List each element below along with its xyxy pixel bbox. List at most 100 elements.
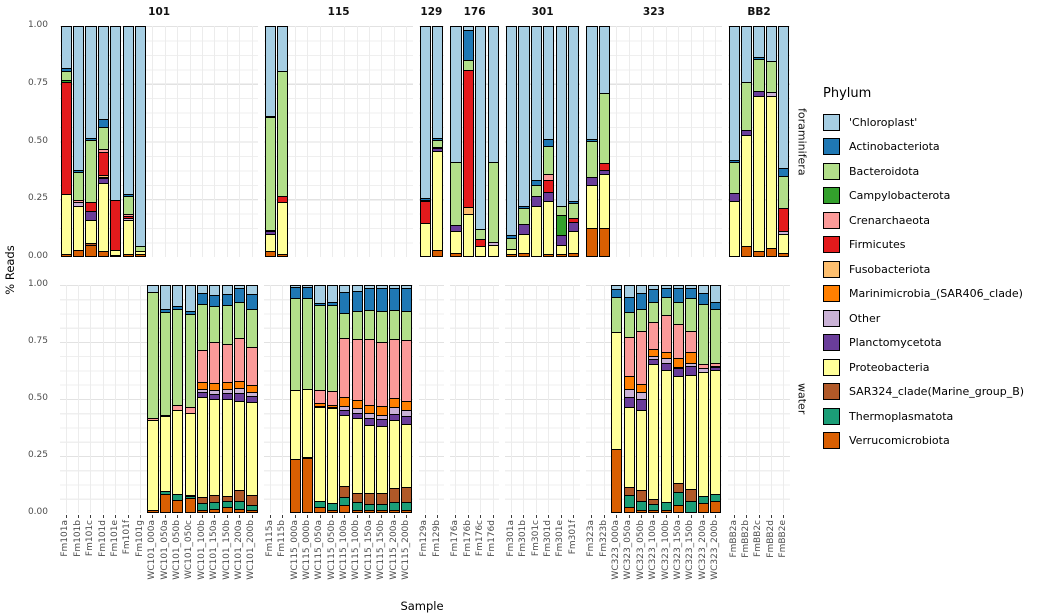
stacked-bar-WC115_200b — [401, 285, 413, 513]
x-label-slot-Fm301c: Fm301c — [530, 515, 542, 601]
bar-segment--chloroplast- — [779, 27, 789, 168]
bar-segment-verrucomicrobiota — [377, 509, 387, 512]
bar-segment-bacteroidota — [235, 301, 245, 338]
bar-segment-planctomycetota — [247, 395, 257, 403]
x-label-slot-Fm323a: Fm323a — [586, 515, 598, 601]
legend-label: Planctomycetota — [849, 336, 942, 350]
bar-segment-verrucomicrobiota — [61, 253, 71, 256]
bar-segment-proteobacteria — [365, 424, 375, 493]
x-tick-label: WC101_050b — [171, 520, 182, 580]
bar-segment-campylobacterota — [556, 214, 566, 236]
bar-segment-verrucomicrobiota — [160, 493, 170, 512]
stacked-bar-FmBB2b — [741, 26, 753, 257]
bar-segment-verrucomicrobiota — [649, 509, 659, 512]
stacked-bar-WC115_000b — [302, 285, 314, 513]
sample-slot-WC101_050b — [172, 285, 184, 513]
bar-segment-proteobacteria — [729, 201, 739, 256]
bar-segment-actinobacteriota — [290, 287, 300, 299]
x-label-slot-WC115_000b: WC115_000b — [301, 515, 313, 601]
bar-segment-other — [315, 405, 325, 407]
x-label-slot-Fm101e: Fm101e — [110, 515, 122, 601]
bar-segment-verrucomicrobiota — [265, 251, 276, 256]
legend-label: Campylobacterota — [849, 189, 951, 203]
sample-slot-WC323_150a — [672, 285, 685, 513]
stacked-bar-Fm176b — [462, 26, 474, 257]
bar-segment-marinimicrobia-sar406-clade- — [235, 380, 245, 388]
bar-segment-other — [235, 387, 245, 394]
sample-slot-WC323_100a — [648, 26, 660, 257]
bar-segment-sar324-clade-marine-group-b- — [674, 482, 684, 492]
stacked-bar-WC101_050a — [159, 285, 171, 513]
y-tick-label: 0.75 — [27, 336, 48, 346]
bar-segment-verrucomicrobiota — [636, 509, 647, 512]
bar-segment-fusobacteriota — [463, 206, 473, 214]
sample-slot-WC115_050b — [326, 285, 339, 513]
bar-segment-actinobacteriota — [544, 139, 554, 147]
bar-segment-bacteroidota — [624, 311, 634, 337]
bar-segment-other — [210, 389, 220, 395]
x-tick-label: FmBB2c — [753, 520, 764, 557]
x-tick-label: WC115_100a — [339, 520, 350, 580]
x-label-slot-Fm301f: Fm301f — [567, 515, 579, 601]
bar-segment-proteobacteria — [290, 389, 300, 459]
x-tick-label: WC101_200b — [246, 520, 257, 580]
stacked-bar-WC101_050b — [172, 285, 184, 513]
sample-slot-WC323_200b — [710, 285, 722, 513]
bar-segment-bacteroidota — [556, 205, 566, 215]
panel-176-water — [449, 285, 500, 513]
bar-segment-thermoplasmatota — [173, 493, 183, 500]
x-axis-title: Sample — [400, 599, 444, 613]
bar-segment-bacteroidota — [327, 305, 338, 392]
sample-slot-WC115_200b — [401, 26, 413, 257]
bar-segment-proteobacteria — [420, 222, 430, 256]
bar-segment-verrucomicrobiota — [278, 253, 288, 256]
bar-segment-crenarchaeota — [544, 173, 554, 181]
stacked-bar-WC101_000a — [147, 285, 159, 513]
bar-segment--chloroplast- — [711, 286, 721, 302]
bar-segment-marinimicrobia-sar406-clade- — [352, 400, 362, 409]
x-label-slot-Fm129b: Fm129b — [431, 515, 443, 601]
facet-strip-row: 101 115 129 176 301 323 BB2 — [0, 2, 800, 22]
x-label-slot-WC323_100a: WC323_100a — [648, 515, 660, 601]
x-tick-mark — [152, 515, 154, 518]
bar-segment--chloroplast- — [587, 27, 597, 140]
bar-segment-other — [340, 405, 350, 411]
sample-slot-Fm323a — [586, 285, 598, 513]
bar-segment-planctomycetota — [402, 415, 412, 424]
bar-segment-marinimicrobia-sar406-clade- — [210, 383, 220, 390]
bar-segment-bacteroidota — [636, 308, 647, 332]
bar-segment-sar324-clade-marine-group-b- — [402, 487, 412, 502]
bar-segment-marinimicrobia-sar406-clade- — [661, 351, 671, 359]
bar-segment-sar324-clade-marine-group-b- — [197, 497, 208, 503]
bar-segment-bacteroidota — [61, 70, 71, 80]
bar-segment-verrucomicrobiota — [661, 509, 671, 512]
x-label-slot-Fm101g: Fm101g — [134, 515, 146, 601]
bar-segment-crenarchaeota — [389, 339, 399, 398]
x-tick-label: Fm101d — [97, 520, 108, 557]
x-tick-mark — [90, 515, 92, 518]
bar-segment-crenarchaeota — [686, 331, 696, 352]
legend-item: Firmicutes — [823, 233, 1035, 258]
legend-label: 'Chloroplast' — [849, 115, 918, 129]
bar-segment-proteobacteria — [327, 407, 338, 503]
bar-segment-verrucomicrobiota — [173, 499, 183, 512]
bar-segment-firmicutes — [123, 215, 133, 219]
sample-slot-FmBB2e — [778, 285, 790, 513]
x-tick-label: Fm301e — [555, 520, 566, 557]
facet-label-323: 323 — [642, 6, 665, 18]
x-tick-label: WC115_200a — [388, 520, 399, 580]
sample-slot-Fm301a — [505, 26, 518, 257]
stacked-bar-Fm129b — [432, 26, 444, 257]
bar-segment-other — [352, 408, 362, 413]
bar-segment--chloroplast- — [624, 286, 634, 298]
bar-segment-firmicutes — [779, 207, 789, 231]
x-label-slot-WC323_150b: WC323_150b — [685, 515, 697, 601]
bar-segment-verrucomicrobiota — [197, 509, 208, 512]
bar-segment--chloroplast- — [222, 286, 232, 294]
bar-segment-proteobacteria — [235, 401, 245, 491]
bar-segment-proteobacteria — [779, 234, 789, 253]
bar-segment-proteobacteria — [519, 234, 529, 253]
bar-segment-bacteroidota — [661, 297, 671, 316]
sample-slot-Fm323b — [598, 285, 610, 513]
bar-segment-bacteroidota — [433, 140, 443, 148]
